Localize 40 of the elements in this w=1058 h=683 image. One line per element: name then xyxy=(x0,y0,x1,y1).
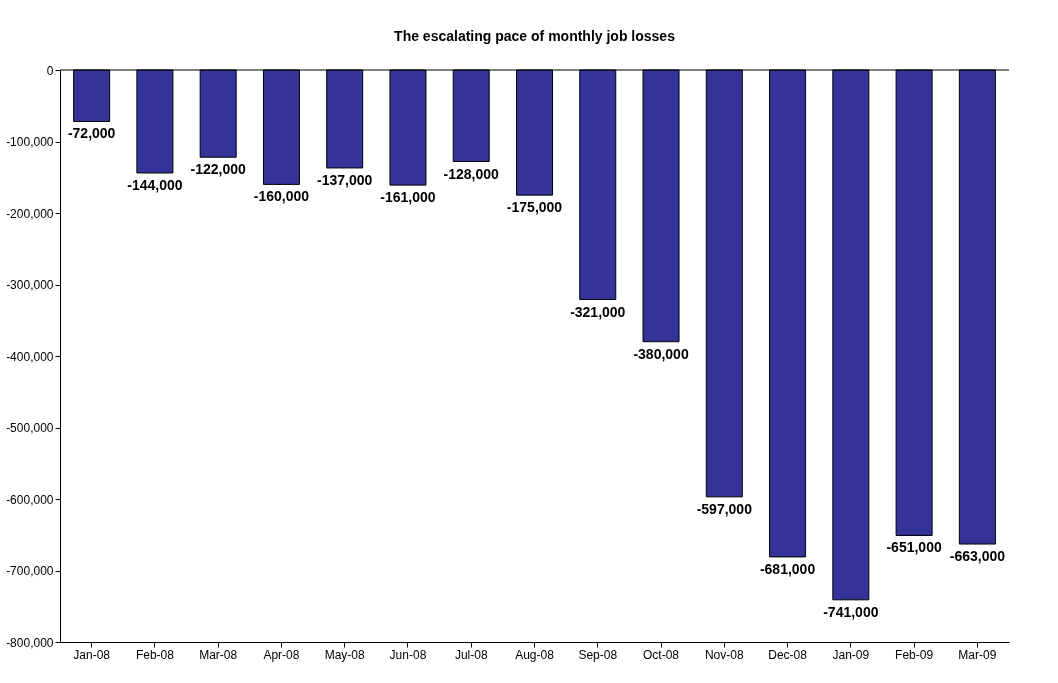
x-tick-label: Jun-08 xyxy=(389,647,427,662)
y-tick-label: -700,000 xyxy=(6,564,54,578)
data-label: -137,000 xyxy=(317,171,373,188)
data-label: -380,000 xyxy=(633,345,689,362)
x-tick-label: Mar-08 xyxy=(199,647,238,662)
data-label: -72,000 xyxy=(67,125,116,142)
y-tick-label: -500,000 xyxy=(6,421,54,435)
chart-title: The escalating pace of monthly job losses xyxy=(394,28,676,44)
data-label: -128,000 xyxy=(443,165,500,182)
x-tick-label: Jan-08 xyxy=(73,647,111,662)
y-tick-label: -300,000 xyxy=(6,278,54,292)
data-label: -741,000 xyxy=(823,603,879,620)
data-label: -161,000 xyxy=(380,189,436,206)
data-label: -321,000 xyxy=(570,303,626,320)
x-tick-label: Apr-08 xyxy=(263,647,300,662)
y-tick-label: -600,000 xyxy=(6,492,54,507)
x-tick-label: Oct-08 xyxy=(643,647,680,662)
data-label: -681,000 xyxy=(759,560,816,577)
data-label: -663,000 xyxy=(949,548,1006,565)
y-tick-label: -200,000 xyxy=(6,206,54,221)
x-tick-label: Dec-08 xyxy=(768,647,808,662)
data-label: -651,000 xyxy=(886,539,942,556)
data-label: -122,000 xyxy=(190,161,247,178)
x-tick-label: Jul-08 xyxy=(454,647,488,662)
data-label: -175,000 xyxy=(506,199,563,216)
y-tick-label: -800,000 xyxy=(6,635,54,650)
x-tick-label: Mar-09 xyxy=(958,647,997,662)
x-tick-label: Jan-09 xyxy=(832,647,870,662)
x-tick-label: Aug-08 xyxy=(515,647,555,662)
x-tick-label: Nov-08 xyxy=(704,647,744,662)
y-tick-label: 0 xyxy=(46,63,54,78)
x-tick-label: Feb-08 xyxy=(135,647,175,662)
y-tick-label: -400,000 xyxy=(6,349,54,364)
x-tick-label: Feb-09 xyxy=(895,647,934,662)
x-tick-label: Sep-08 xyxy=(578,647,618,662)
data-label: -597,000 xyxy=(696,500,753,517)
data-label: -160,000 xyxy=(253,188,310,205)
x-tick-label: May-08 xyxy=(324,647,366,662)
data-label: -144,000 xyxy=(127,176,183,193)
y-tick-label: -100,000 xyxy=(6,135,54,149)
